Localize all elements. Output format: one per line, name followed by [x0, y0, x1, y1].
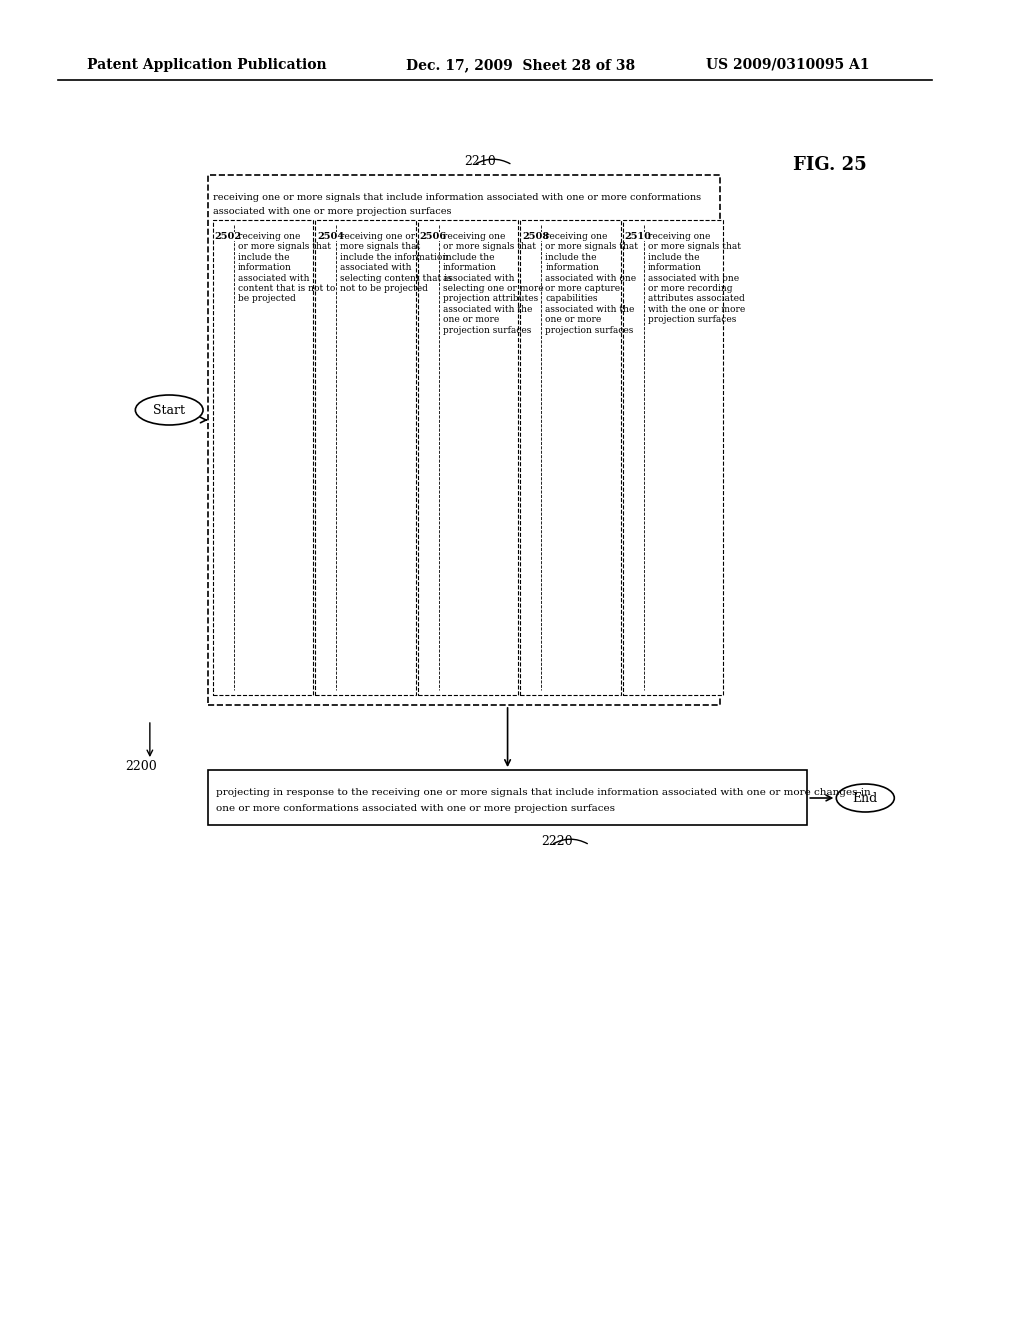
Text: 2502: 2502: [215, 232, 242, 242]
FancyBboxPatch shape: [520, 220, 621, 696]
Text: Dec. 17, 2009  Sheet 28 of 38: Dec. 17, 2009 Sheet 28 of 38: [407, 58, 635, 73]
FancyBboxPatch shape: [623, 220, 723, 696]
Text: receiving one or
more signals that
include the information
associated with
selec: receiving one or more signals that inclu…: [340, 232, 452, 293]
Text: 2220: 2220: [542, 836, 573, 847]
Text: receiving one
or more signals that
include the
information
associated with one
o: receiving one or more signals that inclu…: [648, 232, 745, 325]
Text: receiving one or more signals that include information associated with one or mo: receiving one or more signals that inclu…: [213, 193, 700, 202]
Text: 2200: 2200: [126, 760, 158, 774]
Text: 2210: 2210: [464, 154, 496, 168]
Text: receiving one
or more signals that
include the
information
associated with one
o: receiving one or more signals that inclu…: [546, 232, 638, 334]
Text: one or more conformations associated with one or more projection surfaces: one or more conformations associated wit…: [216, 804, 614, 813]
FancyBboxPatch shape: [418, 220, 518, 696]
Ellipse shape: [135, 395, 203, 425]
Text: projecting in response to the receiving one or more signals that include informa: projecting in response to the receiving …: [216, 788, 870, 797]
Text: 2506: 2506: [420, 232, 446, 242]
Text: receiving one
or more signals that
include the
information
associated with
selec: receiving one or more signals that inclu…: [442, 232, 544, 334]
FancyBboxPatch shape: [208, 176, 720, 705]
Text: receiving one
or more signals that
include the
information
associated with
conte: receiving one or more signals that inclu…: [238, 232, 335, 304]
FancyBboxPatch shape: [208, 770, 807, 825]
Text: 2508: 2508: [522, 232, 549, 242]
Text: Start: Start: [154, 404, 185, 417]
Text: FIG. 25: FIG. 25: [793, 156, 866, 174]
Text: End: End: [853, 792, 878, 804]
Text: US 2009/0310095 A1: US 2009/0310095 A1: [706, 58, 869, 73]
FancyBboxPatch shape: [315, 220, 416, 696]
Text: 2504: 2504: [317, 232, 344, 242]
Text: 2510: 2510: [625, 232, 651, 242]
Ellipse shape: [837, 784, 894, 812]
Text: associated with one or more projection surfaces: associated with one or more projection s…: [213, 207, 452, 216]
FancyBboxPatch shape: [213, 220, 313, 696]
Text: Patent Application Publication: Patent Application Publication: [87, 58, 327, 73]
